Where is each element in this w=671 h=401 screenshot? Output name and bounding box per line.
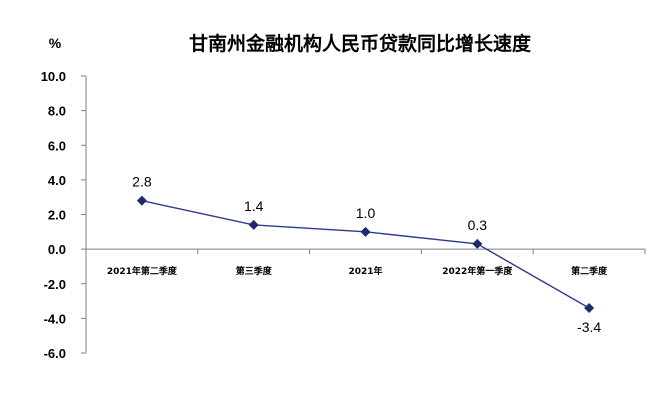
y-tick-label: 8.0 (48, 104, 66, 119)
y-tick-labels: 10.0 8.0 6.0 4.0 2.0 0.0 -2.0 -4.0 -6.0 (41, 69, 66, 361)
y-tick-label: 6.0 (48, 138, 66, 153)
y-tick-label: 2.0 (48, 208, 66, 223)
data-point-marker (472, 238, 483, 249)
data-label: 1.0 (356, 205, 376, 221)
y-tick-label: 4.0 (48, 173, 66, 188)
data-label: -3.4 (577, 319, 601, 335)
series-layer (136, 195, 595, 313)
chart-title: 甘南州金融机构人民币贷款同比增长速度 (189, 32, 532, 55)
data-point-marker (584, 302, 595, 313)
y-tick-label: 10.0 (41, 69, 66, 84)
data-label: 1.4 (244, 198, 264, 214)
x-category-label: 2021年 (348, 265, 382, 277)
unit-label: % (49, 35, 62, 51)
data-point-marker (360, 226, 371, 237)
data-label: 2.8 (132, 174, 152, 190)
y-tick-label: -6.0 (44, 346, 66, 361)
x-category-labels: 2021年第二季度 第三季度 2021年 2022年第一季度 第二季度 (107, 265, 608, 277)
y-tick-label: 0.0 (48, 242, 66, 257)
y-tick-label: -2.0 (44, 277, 66, 292)
data-point-marker (136, 195, 147, 206)
x-category-label: 2021年第二季度 (107, 265, 178, 277)
axes (81, 75, 646, 354)
x-category-label: 第三季度 (236, 265, 273, 277)
x-category-label: 2022年第一季度 (442, 265, 513, 277)
data-label: 0.3 (468, 217, 488, 233)
x-category-label: 第二季度 (571, 265, 608, 277)
data-point-marker (248, 219, 259, 230)
y-tick-label: -4.0 (44, 311, 66, 326)
data-labels: 2.8 1.4 1.0 0.3 -3.4 (132, 174, 601, 335)
